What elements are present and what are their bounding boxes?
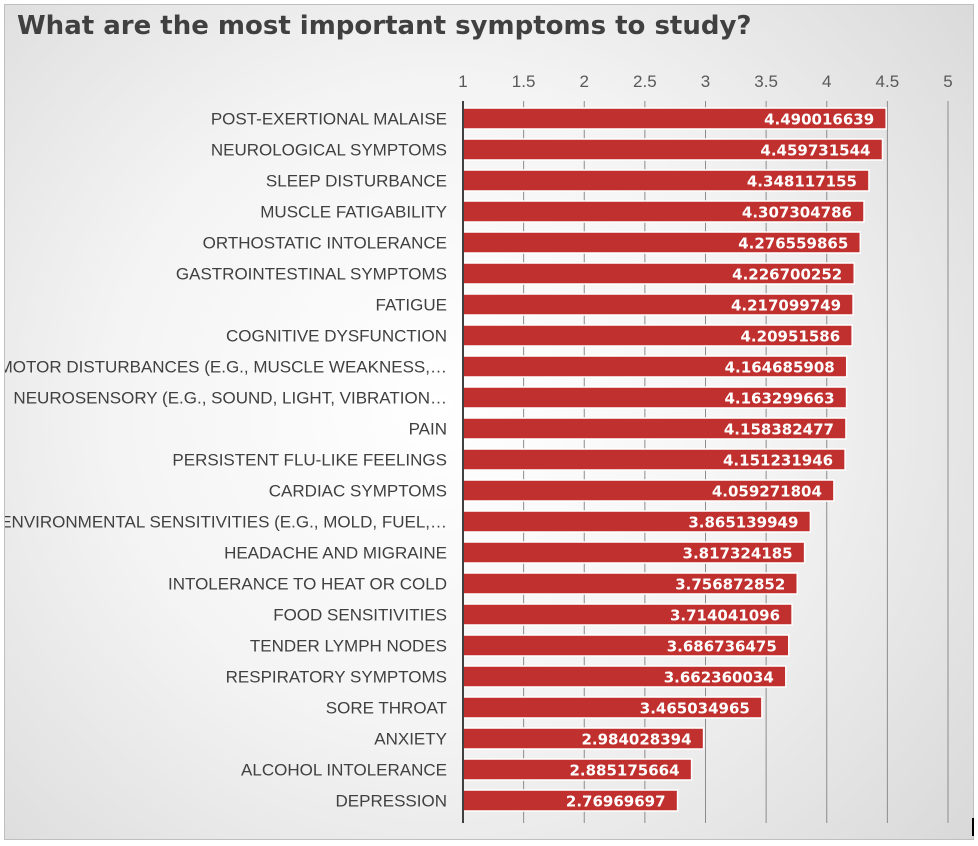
data-label: 4.059271804 [712, 483, 822, 501]
category-label: CARDIAC SYMPTOMS [269, 482, 447, 501]
bar-chart: 1 1.5 2 2.5 3 3.5 4 4.5 5 POST-EXERTIONAL MALAIS… [5, 72, 953, 823]
data-label: 4.348117155 [747, 173, 857, 191]
category-label: ANXIETY [374, 730, 447, 749]
data-label: 4.217099749 [731, 297, 841, 315]
x-tick-label: 2 [580, 72, 589, 91]
data-label: 4.459731544 [760, 142, 870, 160]
category-label: FATIGUE [376, 296, 447, 315]
data-label: 3.714041096 [670, 607, 780, 625]
category-label: HEADACHE AND MIGRAINE [224, 544, 447, 563]
x-tick-label: 3.5 [754, 72, 778, 91]
category-label: DEPRESSION [336, 792, 447, 811]
category-label: SORE THROAT [326, 699, 447, 718]
x-tick-label: 3 [701, 72, 710, 91]
category-label: MUSCLE FATIGABILITY [260, 203, 447, 222]
category-label: GASTROINTESTINAL SYMPTOMS [176, 265, 447, 284]
category-label: RESPIRATORY SYMPTOMS [226, 668, 447, 687]
x-tick-label: 5 [943, 72, 952, 91]
category-label: COGNITIVE DYSFUNCTION [226, 327, 447, 346]
x-tick-label: 1.5 [512, 72, 536, 91]
data-label: 3.662360034 [664, 669, 774, 687]
bars [462, 107, 887, 812]
text-cursor-icon [972, 818, 974, 836]
x-tick-label: 1 [458, 72, 467, 91]
chart-title: What are the most important symptoms to … [17, 11, 752, 41]
data-label: 3.465034965 [640, 700, 750, 718]
data-label: 4.158382477 [724, 421, 834, 439]
data-label: 4.490016639 [764, 111, 874, 129]
data-label: 4.164685908 [725, 359, 835, 377]
data-label: 4.226700252 [732, 266, 842, 284]
chart-frame: What are the most important symptoms to … [4, 4, 974, 840]
category-label: MOTOR DISTURBANCES (E.G., MUSCLE WEAKNES… [5, 358, 447, 377]
category-label: PERSISTENT FLU-LIKE FEELINGS [172, 451, 447, 470]
category-label: FOOD SENSITIVITIES [273, 606, 447, 625]
data-label: 4.307304786 [742, 204, 852, 222]
category-label: ALCOHOL INTOLERANCE [241, 761, 447, 780]
category-label: TENDER LYMPH NODES [250, 637, 447, 656]
category-label: ENVIRONMENTAL SENSITIVITIES (E.G., MOLD,… [5, 513, 447, 532]
data-label: 3.817324185 [683, 545, 793, 563]
data-label: 2.76969697 [566, 793, 666, 811]
x-tick-label: 2.5 [633, 72, 657, 91]
category-label: INTOLERANCE TO HEAT OR COLD [168, 575, 447, 594]
data-label: 2.885175664 [569, 762, 679, 780]
x-tick-label: 4.5 [876, 72, 900, 91]
category-label: ORTHOSTATIC INTOLERANCE [203, 234, 447, 253]
category-label: NEUROSENSORY (E.G., SOUND, LIGHT, VIBRAT… [13, 389, 447, 408]
data-label: 2.984028394 [581, 731, 691, 749]
category-label: NEUROLOGICAL SYMPTOMS [211, 141, 447, 160]
data-label: 3.756872852 [675, 576, 785, 594]
x-axis-tick-labels: 1 1.5 2 2.5 3 3.5 4 4.5 5 [458, 72, 952, 91]
data-label: 4.151231946 [723, 452, 833, 470]
data-label: 4.20951586 [741, 328, 841, 346]
category-labels: POST-EXERTIONAL MALAISE NEUROLOGICAL SYMP… [5, 110, 447, 811]
category-label: PAIN [409, 420, 447, 439]
category-label: SLEEP DISTURBANCE [266, 172, 447, 191]
data-label: 3.686736475 [667, 638, 777, 656]
data-labels: 4.490016639 4.459731544 4.348117155 4.30730… [566, 111, 874, 811]
data-label: 4.276559865 [738, 235, 848, 253]
data-label: 3.865139949 [688, 514, 798, 532]
x-tick-label: 4 [822, 72, 831, 91]
category-label: POST-EXERTIONAL MALAISE [211, 110, 447, 129]
data-label: 4.163299663 [724, 390, 834, 408]
